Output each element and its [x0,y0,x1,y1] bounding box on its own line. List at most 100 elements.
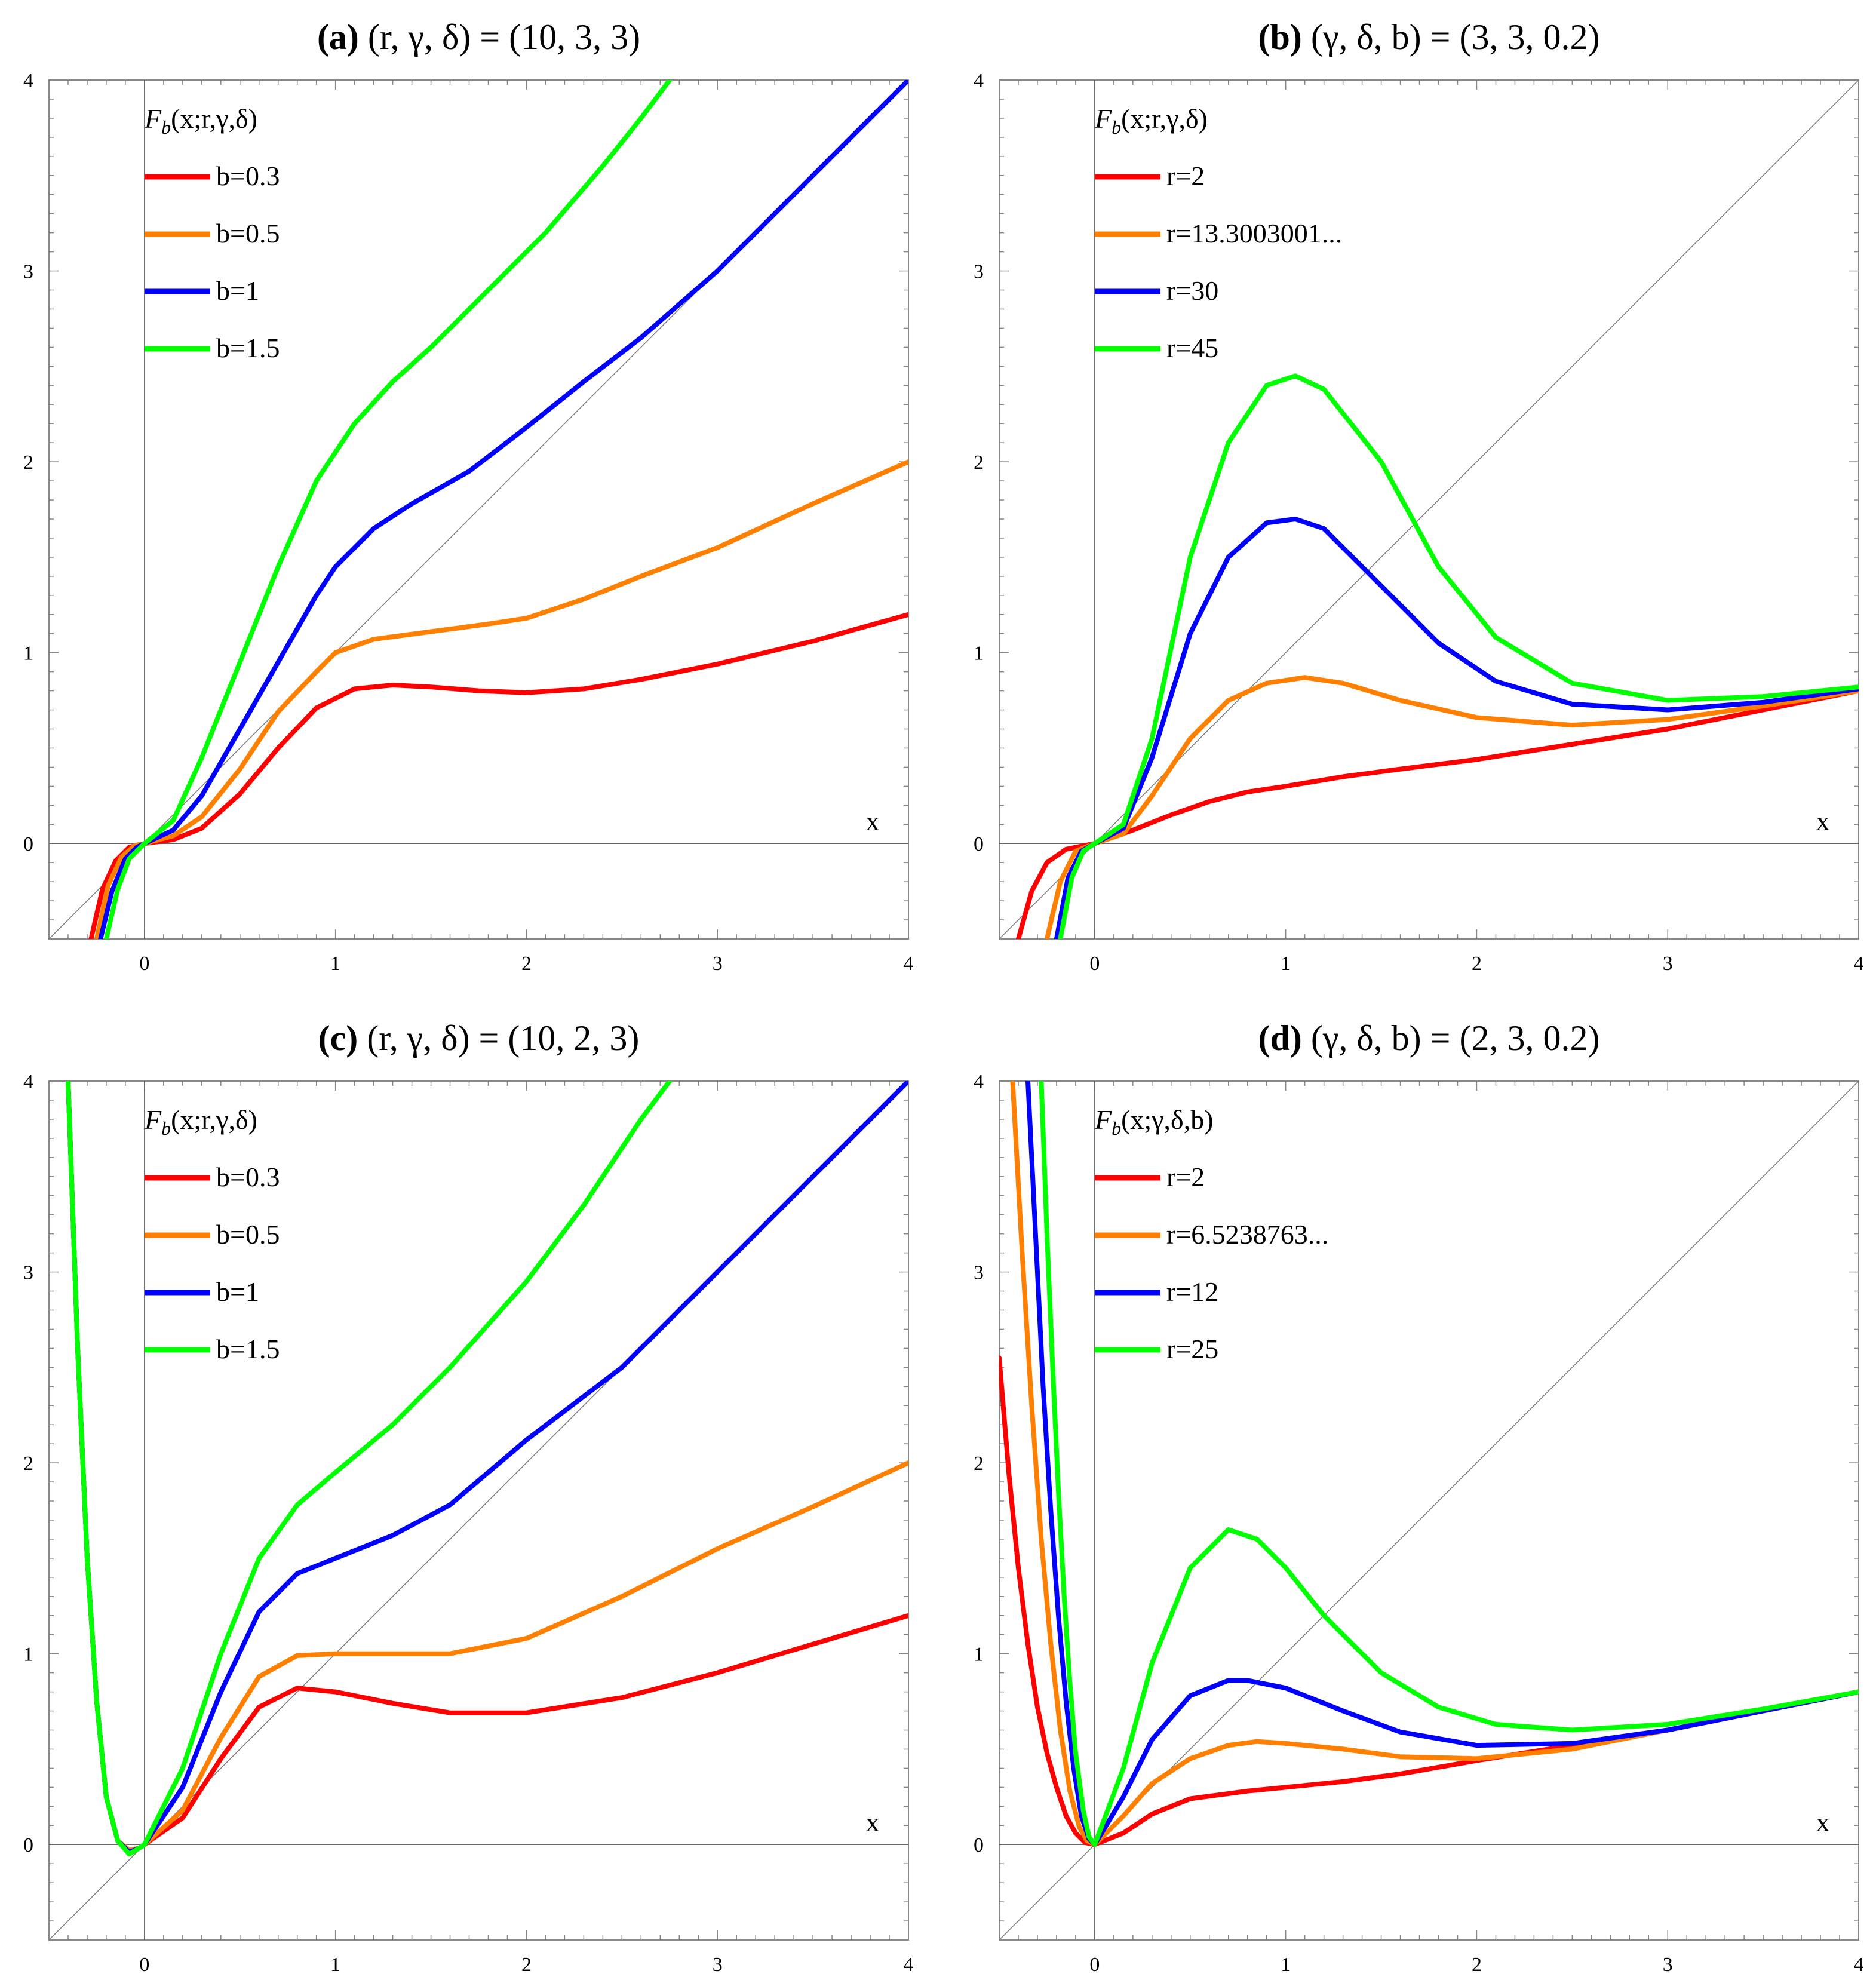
x-tick-label: 1 [330,1954,340,1976]
x-tick-label: 2 [521,1954,532,1976]
legend-entry: r=30 [1166,275,1218,306]
x-tick-label: 4 [904,1954,914,1976]
chart-panel-2: (c) (r, γ, δ) = (10, 2, 3) 0 1 2 3 4 0 1 2 3 4 x Fb(… [23,1018,914,1976]
x-axis-label: x [866,806,880,836]
y-tick-label: 3 [974,1262,984,1284]
series-line-0 [1016,688,1859,939]
y-tick-label: 0 [23,833,33,855]
legend-entry: r=13.3003001... [1166,218,1342,248]
x-tick-label: 3 [1663,953,1673,975]
x-tick-label: 2 [1472,953,1482,975]
chart-panel-0: (a) (r, γ, δ) = (10, 3, 3) 0 1 2 3 4 0 1 2 3 4 x Fb(… [23,17,914,975]
series-line-0 [999,1355,1859,1847]
legend-entry: b=1.5 [216,1334,280,1364]
x-tick-label: 0 [139,953,149,975]
chart-title-label: (b) [1258,17,1302,57]
legend-entry: b=0.5 [216,1219,280,1250]
chart-title: (c) (r, γ, δ) = (10, 2, 3) [318,1018,640,1058]
series-line-1 [1010,1081,1859,1847]
x-tick-label: 4 [1854,953,1864,975]
legend-entry: r=6.5238763... [1166,1219,1328,1250]
y-tick-label: 0 [974,1834,984,1856]
legend-entry: r=2 [1166,1162,1205,1192]
y-tick-label: 2 [974,1453,984,1475]
x-tick-label: 2 [521,953,532,975]
y-tick-label: 2 [23,1453,33,1475]
x-axis-label: x [1816,806,1830,836]
x-tick-label: 4 [1854,1954,1864,1976]
legend-title: Fb(x;r,γ,δ) [144,103,257,138]
x-tick-label: 2 [1472,1954,1482,1976]
chart-panel-3: (d) (γ, δ, b) = (2, 3, 0.2) 0 1 2 3 4 0 1 2 3 4 x Fb… [974,1018,1864,1976]
chart-title-label: (d) [1258,1018,1302,1058]
series-line-1 [94,459,908,939]
chart-title: (d) (γ, δ, b) = (2, 3, 0.2) [1258,1018,1600,1058]
y-tick-label: 3 [23,1262,33,1284]
chart-panel-1: (b) (γ, δ, b) = (3, 3, 0.2) 0 1 2 3 4 0 1 2 3 4 x Fb… [974,17,1864,975]
chart-title: (a) (r, γ, δ) = (10, 3, 3) [317,17,640,57]
legend-entry: r=2 [1166,161,1205,191]
y-tick-label: 4 [23,1071,33,1093]
series-line-3 [66,1081,673,1857]
x-tick-label: 1 [1281,1954,1291,1976]
legend-title: Fb(x;γ,δ,b) [1094,1104,1214,1139]
x-axis-label: x [1816,1807,1830,1837]
y-tick-label: 3 [974,261,984,283]
plot-frame [999,1080,1859,1941]
chart-title-formula: (r, γ, δ) = (10, 3, 3) [359,17,640,57]
x-tick-label: 1 [1281,953,1291,975]
identity-line [999,80,1859,939]
y-tick-label: 1 [23,1644,33,1666]
plot-frame [999,79,1859,940]
legend-entry: b=0.3 [216,1162,280,1192]
legend-entry: r=12 [1166,1276,1218,1307]
x-axis-label: x [866,1807,880,1837]
x-tick-label: 0 [1089,1954,1100,1976]
series-line-3 [1058,373,1859,939]
y-tick-label: 2 [23,452,33,474]
legend-entry: b=1 [216,1276,259,1307]
series-line-2 [1025,1081,1859,1847]
x-tick-label: 0 [1089,953,1100,975]
legend: Fb(x;r,γ,δ) b=0.3 b=0.5 b=1 b=1.5 [144,1104,280,1364]
y-tick-label: 2 [974,452,984,474]
y-tick-label: 0 [23,1834,33,1856]
legend-entry: r=25 [1166,1334,1218,1364]
chart-title-label: (a) [317,17,359,57]
legend-entry: b=1.5 [216,333,280,363]
legend-entry: b=0.3 [216,161,280,191]
plot-frame [48,79,909,940]
series-line-3 [103,80,673,939]
x-tick-label: 4 [904,953,914,975]
series-line-3 [1039,1081,1859,1847]
y-tick-label: 0 [974,833,984,855]
x-tick-label: 3 [713,953,723,975]
y-tick-label: 4 [974,1071,984,1093]
chart-title: (b) (γ, δ, b) = (3, 3, 0.2) [1258,17,1600,57]
chart-title-formula: (γ, δ, b) = (3, 3, 0.2) [1302,17,1600,57]
chart-title-formula: (r, γ, δ) = (10, 2, 3) [358,1018,639,1058]
y-tick-label: 1 [974,643,984,665]
y-tick-label: 4 [974,70,984,92]
y-tick-label: 1 [23,643,33,665]
legend-entry: b=1 [216,275,259,306]
series-line-2 [1054,517,1859,939]
legend-entry: r=45 [1166,333,1218,363]
y-tick-label: 3 [23,261,33,283]
chart-title-formula: (γ, δ, b) = (2, 3, 0.2) [1302,1018,1600,1058]
legend: Fb(x;γ,δ,b) r=2 r=6.5238763... r=12 r=25 [1094,1104,1328,1364]
x-tick-label: 0 [139,1954,149,1976]
legend-title: Fb(x;r,γ,δ) [144,1104,257,1139]
legend-title: Fb(x;r,γ,δ) [1094,103,1208,138]
legend: Fb(x;r,γ,δ) r=2 r=13.3003001... r=30 r=45 [1094,103,1342,363]
x-tick-label: 1 [330,953,340,975]
y-tick-label: 4 [23,70,33,92]
chart-title-label: (c) [318,1018,358,1058]
x-tick-label: 3 [713,1954,723,1976]
y-tick-label: 1 [974,1644,984,1666]
x-tick-label: 3 [1663,1954,1673,1976]
legend: Fb(x;r,γ,δ) b=0.3 b=0.5 b=1 b=1.5 [144,103,280,363]
plot-frame [48,1080,909,1941]
legend-entry: b=0.5 [216,218,280,248]
